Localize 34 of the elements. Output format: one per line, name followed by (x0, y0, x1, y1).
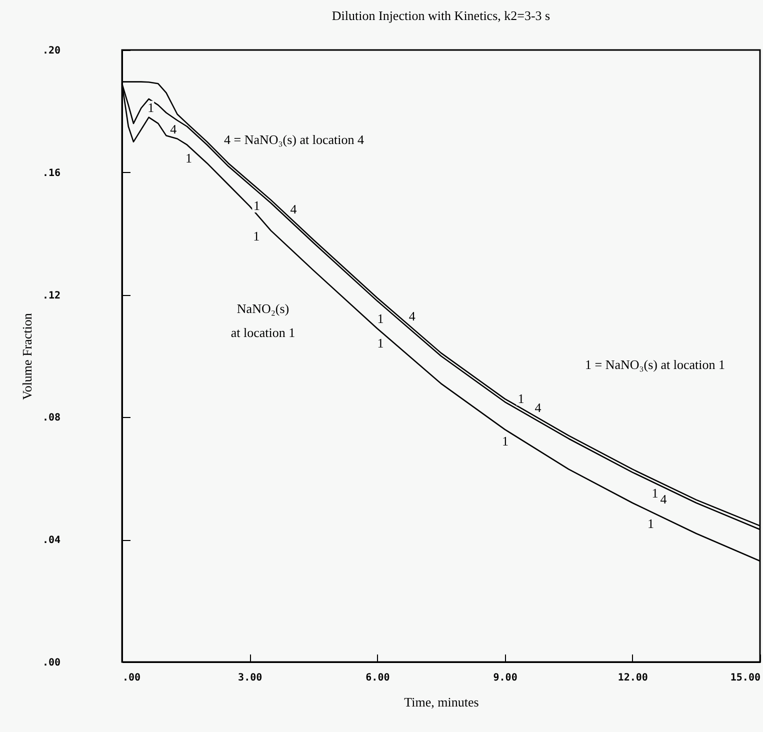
y-tick-label: .08 (42, 412, 60, 424)
annotation: 1 (377, 311, 384, 326)
y-tick-label: .20 (42, 46, 60, 56)
chart-title: Dilution Injection with Kinetics, k2=3-3 s (332, 8, 550, 23)
annotation: 1 (502, 434, 509, 448)
annotation: at location 1 (230, 325, 296, 340)
y-axis-title: Volume Fraction (19, 312, 34, 400)
annotation: 1 (648, 516, 654, 532)
y-tick-label: .16 (42, 168, 60, 179)
x-tick-label: .00 (122, 672, 141, 684)
x-tick-label: 6.00 (366, 672, 390, 684)
annotation: 1 (518, 391, 524, 406)
annotation: 1 (186, 150, 192, 166)
annotation: 4 (290, 201, 298, 216)
x-tick-label: 9.00 (493, 672, 518, 684)
annotation: 1 (377, 336, 384, 351)
annotation: 4 = NaNO₃(s) at location 4 (224, 132, 365, 147)
x-tick-label: 12.00 (618, 672, 648, 684)
annotation: 1 (253, 228, 260, 244)
annotation: 1 = NaNO₃(s) at location 1 (584, 357, 726, 372)
y-tick-label: .04 (42, 535, 60, 546)
y-tick-label: .00 (42, 658, 60, 668)
x-tick-label: 15.00 (730, 672, 760, 684)
annotation: 4 (408, 308, 416, 324)
annotation: NaNO₂(s) (236, 301, 290, 316)
annotation: 4 (534, 400, 542, 416)
annotation: 1 (652, 486, 658, 501)
annotation: 1 (148, 100, 154, 115)
annotation: 4 (170, 121, 178, 136)
x-tick-label: 3.00 (238, 672, 262, 684)
y-tick-label: .12 (42, 290, 60, 302)
annotation: 4 (660, 492, 668, 507)
annotation: 1 (254, 198, 260, 213)
x-axis-title: Time, minutes (404, 694, 479, 710)
